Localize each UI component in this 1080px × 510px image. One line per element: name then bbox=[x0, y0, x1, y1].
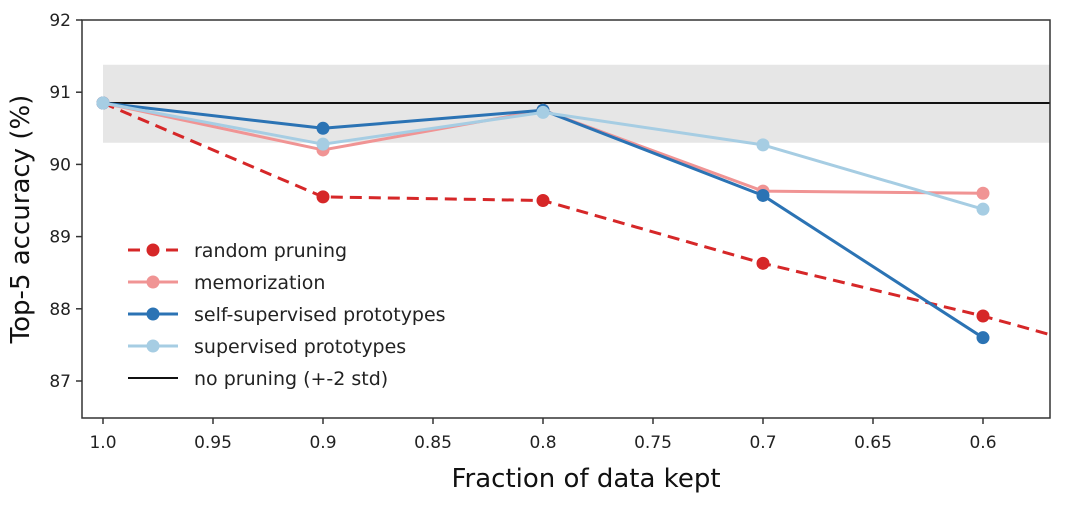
y-tick-label: 92 bbox=[49, 11, 71, 31]
random-pruning-point bbox=[536, 194, 550, 207]
x-tick-label: 0.65 bbox=[854, 433, 892, 453]
x-tick-label: 0.6 bbox=[969, 433, 996, 453]
x-tick-label: 0.75 bbox=[634, 433, 672, 453]
self-supervised-prototypes-point bbox=[756, 188, 770, 202]
legend-marker-self-supervised-prototypes bbox=[146, 307, 160, 321]
supervised-prototypes-point bbox=[536, 105, 550, 119]
x-tick-label: 0.85 bbox=[414, 433, 452, 453]
legend-label-memorization: memorization bbox=[194, 272, 325, 294]
y-axis-title: Top-5 accuracy (%) bbox=[6, 95, 36, 345]
plot-frame bbox=[81, 19, 1051, 419]
legend-label-no-pruning: no pruning (+-2 std) bbox=[194, 368, 388, 390]
x-axis-title: Fraction of data kept bbox=[451, 464, 720, 494]
legend-label-supervised-prototypes: supervised prototypes bbox=[194, 336, 406, 358]
y-tick-label: 90 bbox=[49, 155, 71, 175]
legend-marker-random-pruning bbox=[146, 243, 160, 257]
series-layer bbox=[96, 96, 1050, 345]
legend-marker-memorization bbox=[146, 275, 160, 289]
legend: random pruning memorization self-supervise… bbox=[128, 240, 446, 390]
random-pruning-point bbox=[756, 256, 770, 270]
y-tick-label: 88 bbox=[49, 300, 71, 320]
random-pruning-line bbox=[102, 101, 1050, 337]
x-tick-label: 1.0 bbox=[89, 433, 116, 453]
random-pruning-point bbox=[316, 190, 330, 204]
random-pruning-point bbox=[976, 309, 990, 323]
y-tick-label: 87 bbox=[49, 372, 71, 392]
self-supervised-prototypes-point bbox=[316, 121, 330, 135]
axes-layer: 1.0 0.95 0.9 0.85 0.8 0.75 0.7 0.65 0.6 87 88 89 90 9… bbox=[6, 11, 1051, 494]
legend-label-random-pruning: random pruning bbox=[194, 240, 347, 262]
x-tick-label: 0.95 bbox=[194, 433, 232, 453]
x-tick-label: 0.9 bbox=[309, 433, 336, 453]
y-tick-label: 89 bbox=[49, 228, 71, 248]
supervised-prototypes-point bbox=[316, 137, 330, 151]
legend-label-self-supervised-prototypes: self-supervised prototypes bbox=[194, 304, 446, 326]
self-supervised-prototypes-point bbox=[976, 331, 990, 345]
memorization-point bbox=[976, 186, 990, 200]
y-tick-label: 91 bbox=[49, 83, 71, 103]
legend-marker-supervised-prototypes bbox=[146, 339, 160, 353]
supervised-prototypes-point bbox=[976, 202, 990, 216]
x-tick-label: 0.8 bbox=[529, 433, 556, 453]
supervised-prototypes-point bbox=[96, 96, 110, 110]
x-tick-label: 0.7 bbox=[749, 433, 776, 453]
supervised-prototypes-point bbox=[756, 138, 770, 152]
